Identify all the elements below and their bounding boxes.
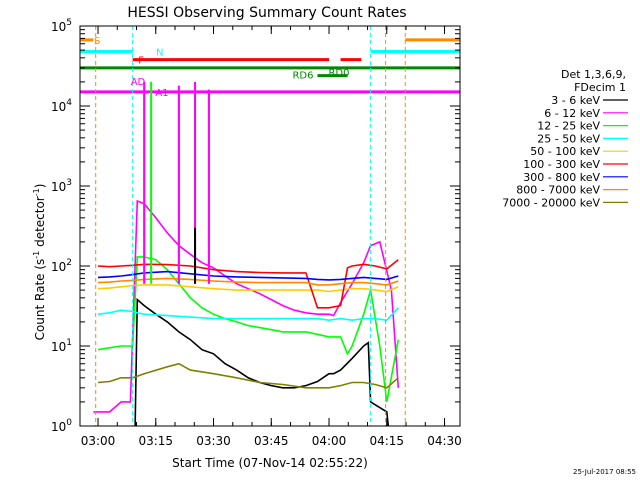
series-line-3 [97,307,399,322]
status-label-n: N [156,48,163,59]
x-tick-label-1: 03:15 [138,434,173,448]
legend-label-4: 50 - 100 keV [530,145,600,158]
legend-label-0: 3 - 6 keV [551,94,600,107]
y-tick-label-3: 103 [51,178,72,194]
legend-title-line-1: Det 1,3,6,9, [561,68,626,81]
y-axis-label-main: Count Rate (s [33,259,47,341]
status-label-a1: A1 [155,88,168,99]
x-tick-label-4: 04:00 [312,434,347,448]
footer-timestamp: 25-Jul-2017 08:55 [573,468,636,476]
legend-label-2: 12 - 25 keV [537,120,600,133]
x-tick-label-0: 03:00 [81,434,116,448]
legend-label-5: 100 - 300 keV [523,158,600,171]
y-tick-label-0: 100 [51,418,72,434]
x-tick-label-2: 03:30 [196,434,231,448]
series-line-6 [97,270,399,281]
y-axis-ticks: 100 101 102 103 104 105 [51,18,460,434]
x-tick-label-6: 04:30 [427,434,462,448]
flare-spikes [143,81,210,284]
series-line-5 [97,259,399,309]
status-labels: S N F RD0 RD6 AD A1 [94,36,350,99]
legend-label-8: 7000 - 20000 keV [502,196,600,209]
status-label-rd0: RD0 [328,68,349,79]
legend-label-1: 6 - 12 keV [544,107,600,120]
status-label-ad: AD [131,77,146,88]
y-tick-label-4: 104 [51,98,72,114]
status-label-s: S [94,36,100,47]
chart-title: HESSI Observing Summary Count Rates [127,5,406,21]
series-lines [93,199,400,426]
y-tick-label-1: 101 [51,338,72,354]
legend-title-line-2: FDecim 1 [574,81,626,94]
y-axis-label-sup1: -1 [32,251,41,259]
legend-label-6: 300 - 800 keV [523,171,600,184]
y-tick-label-2: 102 [51,258,72,274]
y-axis-label-mid: detector [33,196,47,251]
event-lines [95,26,406,426]
x-tick-label-5: 04:15 [369,434,404,448]
plot-frame [79,25,461,427]
y-tick-label-5: 105 [51,18,72,34]
legend-label-3: 25 - 50 keV [537,132,600,145]
x-axis-label: Start Time (07-Nov-14 02:55:22) [172,456,368,470]
series-line-0 [134,297,390,426]
x-tick-label-3: 03:45 [254,434,289,448]
series-line-8 [97,362,399,389]
series-line-1 [93,199,400,413]
y-axis-label-end: ) [33,184,47,189]
x-axis-ticks: 03:00 03:15 03:30 03:45 04:00 04:15 04:30 [81,26,462,448]
status-label-rd6: RD6 [292,71,313,82]
y-axis-label: Count Rate (s-1 detector-1) [32,184,47,341]
series-line-7 [97,277,399,286]
series-line-4 [97,284,399,293]
legend-label-7: 800 - 7000 keV [516,184,600,197]
y-axis-label-sup2: -1 [32,188,41,196]
status-label-f: F [138,56,144,67]
